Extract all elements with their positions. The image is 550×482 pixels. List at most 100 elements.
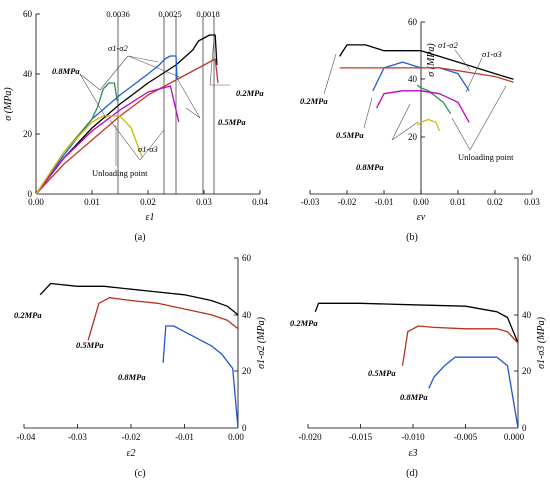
series-line-02mpa [35, 34, 218, 195]
panel-a-p05: 0.5MPa [218, 117, 246, 127]
panel-a-reference-lines [117, 16, 215, 194]
panel-c-label: (c) [134, 468, 145, 479]
panel-d-ylabel: σ1-σ3 (MPa) [536, 316, 547, 368]
panel-a-ticks [35, 13, 261, 194]
panel-d-p02: 0.2MPa [290, 318, 318, 328]
panel-b-xtick: -0.02 [338, 197, 357, 207]
series-line-05mpa [35, 85, 180, 195]
panel-d-label: (d) [406, 468, 418, 479]
panel-b-xtick: 0.00 [413, 197, 429, 207]
panel-b-xlabel: εv [417, 212, 426, 223]
panel-a-strain-0018: 0.0018 [196, 9, 219, 19]
panel-c-xtick: -0.04 [17, 432, 36, 442]
panel-d-plot [314, 302, 519, 429]
panel-d-p08: 0.8MPa [400, 392, 428, 402]
panel-d-ytick: 0 [522, 423, 527, 433]
panel-a-ytick: 20 [23, 129, 33, 139]
panel-c-p02: 0.2MPa [14, 310, 42, 320]
panel-a-ylabel: σ (MPa) [3, 87, 14, 121]
panel-b-p08: 0.8MPa [356, 162, 384, 172]
panel-c-plot [39, 282, 239, 429]
panel-c-xlabel: ε2 [127, 448, 136, 459]
panel-c-xtick: 0.00 [228, 432, 244, 442]
panel-d-p05: 0.5MPa [368, 368, 396, 378]
panel-d-xtick: -0.005 [454, 432, 478, 442]
panel-a-unloading: Unloading point [92, 168, 148, 178]
series-line-05mpa [401, 325, 519, 366]
panel-a-xtick: 0.02 [140, 197, 156, 207]
series-line-02mpa [39, 282, 239, 316]
panel-c-p05: 0.5MPa [76, 340, 104, 350]
panel-b-ytick: 60 [408, 17, 418, 27]
panel-d-xtick: 0.000 [504, 432, 525, 442]
panel-d: -0.020 -0.015 -0.010 -0.005 0.000 0 20 4… [290, 253, 547, 479]
series-line-08mpa [416, 118, 441, 132]
panel-b-axes [310, 22, 532, 195]
panel-d-xlabel: ε3 [409, 448, 418, 459]
panel-b-p05: 0.5MPa [336, 130, 364, 140]
series-line-02mpa [339, 67, 514, 83]
panel-b-ytick: 20 [408, 132, 418, 142]
panel-a-p02: 0.2MPa [236, 88, 264, 98]
panel-c-p08: 0.8MPa [118, 372, 146, 382]
panel-c-ytick: 60 [242, 253, 252, 263]
panel-c-xtick: -0.01 [175, 432, 194, 442]
panel-a: 0.00 0.01 0.02 0.03 0.04 0 20 40 60 ε1 σ… [3, 9, 268, 243]
series-line-08mpa [428, 356, 519, 429]
panel-a-xtick: 0.03 [196, 197, 212, 207]
panel-a-xtick: 0.00 [28, 197, 44, 207]
series-line-08mpa [416, 84, 452, 115]
panel-a-pointers [79, 37, 230, 166]
panel-b-xtick: -0.01 [375, 197, 394, 207]
panel-b-unloading: Unloading point [458, 152, 514, 162]
series-line-08mpa [35, 115, 144, 195]
panel-c-xtick: -0.02 [122, 432, 141, 442]
panel-a-axes [35, 14, 260, 195]
series-line-05mpa [376, 90, 470, 123]
series-line-02mpa [339, 44, 514, 80]
panel-c-ylabel: σ1-σ2 (MPa) [256, 316, 267, 368]
panel-a-p08: 0.8MPa [52, 66, 80, 76]
panel-a-ytick: 0 [28, 189, 33, 199]
panel-a-s1s2: σ1-σ2 [108, 43, 128, 53]
panel-c-ytick: 0 [242, 423, 247, 433]
panel-b-label: (b) [406, 232, 418, 243]
panel-a-s1s3: σ1-σ3 [138, 144, 158, 154]
panel-b-ticks [309, 21, 533, 194]
panel-a-ytick: 60 [23, 9, 33, 19]
panel-b-xtick: 0.01 [450, 197, 466, 207]
panel-a-xtick: 0.04 [252, 197, 268, 207]
panel-b-xtick: 0.02 [487, 197, 503, 207]
panel-a-ytick: 40 [23, 69, 33, 79]
panel-c-ytick: 40 [242, 310, 252, 320]
panel-c: -0.04 -0.03 -0.02 -0.01 0.00 0 20 40 60 … [14, 253, 267, 479]
panel-d-xtick: -0.015 [349, 432, 373, 442]
panel-d-xtick: -0.010 [401, 432, 425, 442]
series-line-08mpa [162, 325, 239, 429]
panel-d-xtick: -0.020 [298, 432, 322, 442]
panel-a-xlabel: ε1 [146, 212, 155, 223]
series-line-02mpa [35, 58, 219, 195]
panel-a-label: (a) [134, 232, 145, 243]
panel-c-ytick: 20 [242, 366, 252, 376]
panel-a-plot [35, 34, 219, 195]
panel-b-xtick: 0.03 [524, 197, 540, 207]
panel-b-s1s2: σ1-σ2 [438, 40, 458, 50]
series-line-05mpa [87, 297, 239, 341]
panel-b: -0.03 -0.02 -0.01 0.00 0.01 0.02 0.03 20… [300, 17, 540, 243]
panel-c-xtick: -0.03 [68, 432, 87, 442]
panel-d-ytick: 20 [522, 366, 532, 376]
panel-b-ytick: 40 [408, 74, 418, 84]
series-line-02mpa [314, 302, 519, 344]
panel-b-pointers [323, 49, 507, 151]
panel-d-axes [308, 258, 519, 429]
panel-b-s1s3: σ1-σ3 [482, 49, 502, 59]
panel-d-ytick: 60 [522, 253, 532, 263]
panel-b-plot [339, 44, 514, 132]
panel-a-strain-0025: 0.0025 [158, 9, 181, 19]
panel-a-strain-0036: 0.0036 [106, 9, 129, 19]
panel-b-ylabel: σ (MPa) [426, 43, 437, 77]
panel-a-xtick: 0.01 [84, 197, 100, 207]
panel-b-p02: 0.2MPa [300, 96, 328, 106]
